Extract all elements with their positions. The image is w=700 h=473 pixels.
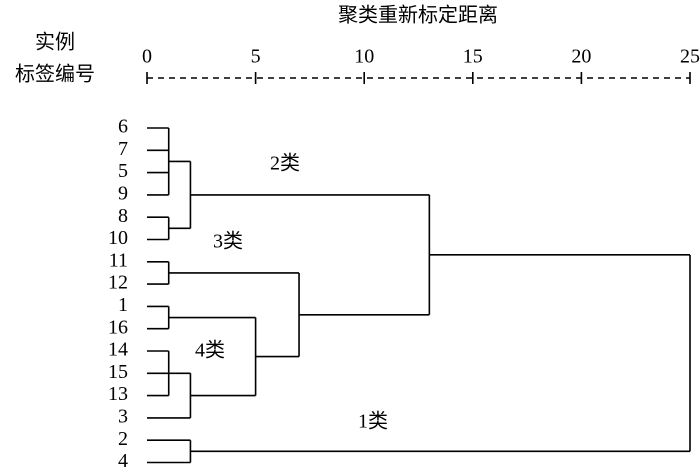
cluster-annotation: 2类 xyxy=(270,152,300,175)
merge-link xyxy=(147,127,170,196)
x-tick-label: 5 xyxy=(251,46,261,68)
leaf-label: 2 xyxy=(118,428,128,450)
leaf-label: 7 xyxy=(118,138,128,160)
merge-link xyxy=(168,272,300,358)
y-label: 标签编号 xyxy=(15,63,95,86)
leaf-label: 3 xyxy=(118,405,128,427)
leaf-label: 9 xyxy=(118,182,128,204)
merge-link xyxy=(147,439,192,464)
leaf-label: 10 xyxy=(108,227,128,249)
y-label: 实例 xyxy=(35,31,75,54)
leaf-label: 14 xyxy=(108,339,128,361)
leaf-label: 11 xyxy=(109,249,128,271)
merge-link xyxy=(147,216,170,241)
leaf-label: 15 xyxy=(108,361,128,383)
leaf-label: 4 xyxy=(118,450,128,472)
chart-title: 聚类重新标定距离 xyxy=(338,4,498,27)
leaf-label: 13 xyxy=(108,383,128,405)
leaf-label: 8 xyxy=(118,205,128,227)
merge-link xyxy=(190,194,431,316)
x-tick-label: 20 xyxy=(571,46,591,68)
cluster-annotation: 4类 xyxy=(195,339,225,362)
cluster-annotation: 3类 xyxy=(213,230,243,253)
merge-link xyxy=(147,261,170,285)
leaf-label: 16 xyxy=(108,316,128,338)
leaf-label: 6 xyxy=(118,116,128,138)
leaf-label: 1 xyxy=(118,294,128,316)
merge-link xyxy=(147,350,170,397)
x-tick-label: 0 xyxy=(142,46,152,68)
leaf-label: 12 xyxy=(108,272,128,294)
leaf-label: 5 xyxy=(118,160,128,182)
merge-link xyxy=(168,160,192,230)
merge-link xyxy=(190,254,691,453)
cluster-annotation: 1类 xyxy=(358,410,388,433)
x-tick-label: 25 xyxy=(680,46,700,68)
x-tick-label: 10 xyxy=(354,46,374,68)
x-tick-label: 15 xyxy=(463,46,483,68)
merge-link xyxy=(147,305,170,330)
